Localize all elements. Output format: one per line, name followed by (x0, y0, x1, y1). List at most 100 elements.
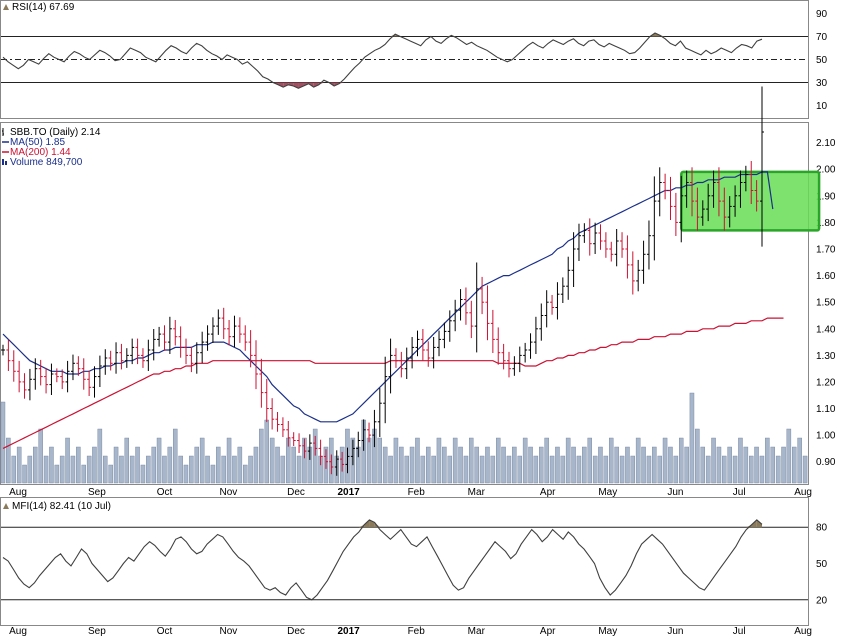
volume-bar (646, 455, 652, 484)
volume-bar (754, 446, 759, 484)
volume-bar (232, 455, 237, 484)
price-chart: 2.10 2.00 1.90 1.80 1.70 1.60 1.50 1.40 1.30 1.20… (0, 86, 836, 484)
y-tick-label: 10 (816, 101, 828, 112)
mfi-chart: 80 50 20 (1, 519, 828, 606)
volume-bar (490, 455, 496, 484)
y-tick-label: 1.10 (816, 404, 836, 415)
y-tick-label: 1.00 (816, 431, 836, 442)
x-tick-label: Jun (667, 626, 683, 636)
volume-bar (43, 455, 49, 484)
volume-bar (269, 437, 275, 484)
volume-bar (582, 446, 587, 484)
volume-bar (178, 455, 183, 484)
symbol-legend-text: SBB.TO (Daily) 2.14 (10, 127, 101, 138)
volume-bar (312, 428, 318, 484)
rsi-chart: 90 70 50 30 10 (1, 9, 828, 112)
x-tick-label: Apr (540, 626, 556, 636)
y-tick-label: 1.60 (816, 271, 836, 282)
x-tick-label: Jul (733, 626, 746, 636)
y-tick-label: 1.20 (816, 377, 836, 388)
x-tick-label: Sep (88, 626, 106, 636)
volume-bar (302, 437, 307, 484)
oversold-fill (298, 82, 304, 89)
volume-bar (280, 455, 286, 484)
volume-bar (393, 437, 399, 484)
volume-bar (167, 446, 173, 484)
volume-bar (199, 437, 205, 484)
volume-bar (205, 455, 210, 484)
y-tick-label: 2.00 (816, 165, 836, 176)
volume-bar (76, 446, 81, 484)
oscillator-line (2, 32, 763, 89)
volume-bar (539, 446, 544, 484)
volume-bar (469, 437, 474, 484)
volume-bar (775, 455, 781, 484)
volume-bar (189, 455, 194, 484)
volume-bar (221, 455, 226, 484)
ma200-legend-text: MA(200) 1.44 (10, 147, 71, 158)
x-tick-label: Nov (220, 487, 238, 498)
mfi-panel (0, 497, 809, 626)
volume-bar (11, 455, 16, 484)
volume-bar (366, 437, 372, 484)
volume-bar (124, 437, 129, 484)
volume-bar (65, 437, 70, 484)
volume-bar (399, 446, 404, 484)
volume-bar (215, 446, 221, 484)
volume-bar (496, 437, 501, 484)
volume-bar (135, 446, 140, 484)
x-tick-label: Oct (157, 487, 173, 498)
volume-bar (727, 446, 732, 484)
volume-bar (162, 455, 167, 484)
volume-bar (248, 455, 253, 484)
volume-bar (415, 437, 420, 484)
volume-bar (544, 437, 549, 484)
volume-bar (102, 455, 108, 484)
overbought-fill (756, 519, 762, 528)
volume-bar (625, 446, 630, 484)
volume-bar (641, 446, 646, 484)
y-tick-label: 90 (816, 9, 828, 20)
volume-bar (183, 464, 189, 484)
rsi-legend-text: RSI(14) 67.69 (12, 2, 75, 13)
oversold-fill (293, 82, 299, 89)
volume-bar (743, 446, 749, 484)
mfi-legend-text: MFI(14) 82.41 (10 Jul) (12, 501, 111, 512)
volume-bar (452, 437, 458, 484)
volume-bar (781, 446, 786, 484)
volume-bar (592, 455, 598, 484)
x-tick-label: Aug (794, 626, 812, 636)
volume-bar (738, 437, 743, 484)
volume-bar (86, 455, 92, 484)
volume-bar (70, 455, 76, 484)
x-tick-label: May (598, 487, 617, 498)
volume-bar (426, 446, 431, 484)
volume-bar (119, 455, 124, 484)
y-tick-label: 0.90 (816, 457, 836, 468)
x-tick-label: Nov (220, 626, 238, 636)
volume-bar (382, 446, 388, 484)
volume-bar (506, 455, 512, 484)
volume-bar (689, 392, 695, 484)
y-tick-label: 80 (816, 523, 828, 534)
volume-bar (463, 455, 469, 484)
volume-bar (802, 455, 808, 484)
volume-bar (6, 437, 11, 484)
volume-bar (797, 437, 802, 484)
volume-bar (522, 437, 528, 484)
volume-bar (92, 446, 97, 484)
volume-bar (33, 446, 38, 484)
volume-bar (765, 437, 770, 484)
x-tick-label: Dec (287, 626, 305, 636)
volume-bar (54, 464, 60, 484)
volume-legend-swatch (2, 159, 4, 165)
volume-bar (49, 446, 54, 484)
volume-bar (151, 446, 156, 484)
volume-bar (485, 446, 490, 484)
y-tick-label: 2.10 (816, 138, 836, 149)
x-axis: Aug Sep Oct Nov Dec 2017 Feb Mar Apr May Jun Jul Aug… (9, 487, 812, 636)
volume-bar (172, 428, 178, 484)
triangle-icon (3, 4, 9, 10)
volume-bar (59, 455, 65, 484)
